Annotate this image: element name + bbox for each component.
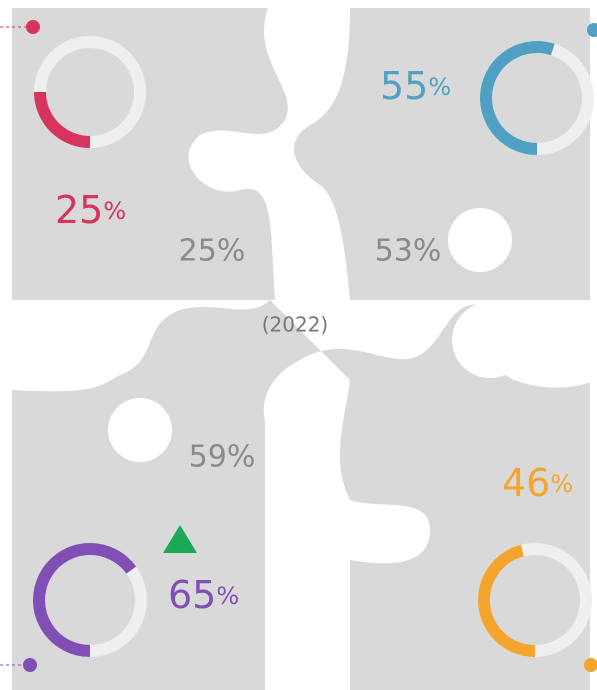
unit: % <box>216 582 239 610</box>
puzzle-knob <box>452 302 528 378</box>
value: 65 <box>168 573 216 617</box>
unit: % <box>103 197 126 225</box>
value: 46 <box>502 461 550 505</box>
note: 25% <box>179 234 246 269</box>
unit: % <box>428 73 451 101</box>
infographic: (2022) 25% 25% 55% 53% 65% 59% 46% <box>0 0 597 690</box>
unit: % <box>550 470 573 498</box>
note: 53% <box>375 234 442 269</box>
puzzle-knob <box>448 208 512 272</box>
center-label: (2022) <box>262 313 329 337</box>
note: 59% <box>189 440 256 475</box>
value: 25 <box>55 188 103 232</box>
puzzle <box>12 8 597 690</box>
connector-dot <box>23 658 37 672</box>
connector-dot <box>26 20 40 34</box>
value: 55 <box>380 64 428 108</box>
puzzle-knob <box>108 398 172 462</box>
